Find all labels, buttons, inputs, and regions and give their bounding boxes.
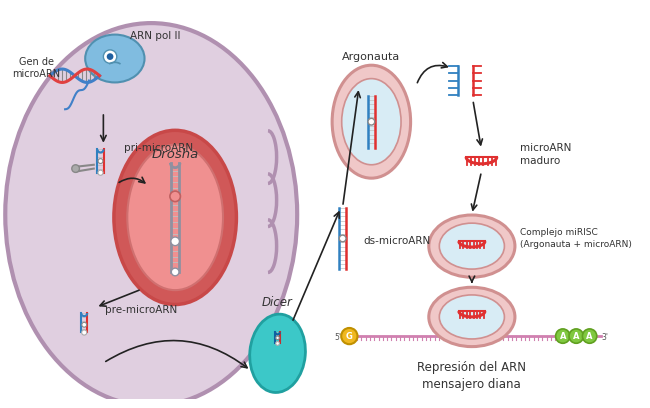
Ellipse shape xyxy=(439,295,504,339)
Ellipse shape xyxy=(114,130,237,304)
Circle shape xyxy=(582,329,597,343)
Text: microARN
maduro: microARN maduro xyxy=(520,143,571,166)
Text: Dicer: Dicer xyxy=(262,296,293,309)
Text: 3': 3' xyxy=(601,333,608,341)
Circle shape xyxy=(172,268,179,276)
Ellipse shape xyxy=(429,287,515,347)
Circle shape xyxy=(107,53,113,60)
Text: Complejo miRISC
(Argonauta + microARN): Complejo miRISC (Argonauta + microARN) xyxy=(520,228,632,249)
Circle shape xyxy=(171,237,179,246)
Circle shape xyxy=(341,328,358,344)
Text: Drosha: Drosha xyxy=(151,148,199,161)
Circle shape xyxy=(98,159,103,164)
Circle shape xyxy=(339,235,346,242)
Text: ARN pol II: ARN pol II xyxy=(130,31,180,40)
Circle shape xyxy=(556,329,570,343)
Circle shape xyxy=(72,165,79,173)
Text: pri-microARN: pri-microARN xyxy=(124,142,194,153)
Text: pre-microARN: pre-microARN xyxy=(105,305,177,315)
Text: Argonauta: Argonauta xyxy=(343,51,400,62)
Circle shape xyxy=(569,329,584,343)
Ellipse shape xyxy=(5,23,297,406)
Circle shape xyxy=(276,341,279,345)
Text: ds-microARN: ds-microARN xyxy=(364,236,431,246)
Text: 5': 5' xyxy=(334,333,341,341)
Circle shape xyxy=(82,322,86,327)
Circle shape xyxy=(82,330,87,335)
Ellipse shape xyxy=(429,215,515,277)
Text: A: A xyxy=(573,332,579,341)
Circle shape xyxy=(103,50,117,63)
Ellipse shape xyxy=(85,35,144,82)
Ellipse shape xyxy=(250,314,306,392)
Text: A: A xyxy=(560,332,566,341)
Text: Represión del ARN
mensajero diana: Represión del ARN mensajero diana xyxy=(417,361,526,391)
Ellipse shape xyxy=(127,145,223,290)
Text: A: A xyxy=(586,332,593,341)
Text: Gen de
microARN: Gen de microARN xyxy=(12,57,60,79)
Circle shape xyxy=(98,170,103,175)
Ellipse shape xyxy=(342,79,401,165)
Ellipse shape xyxy=(332,65,411,178)
Circle shape xyxy=(368,118,374,125)
Circle shape xyxy=(170,191,181,202)
Circle shape xyxy=(276,336,279,339)
Ellipse shape xyxy=(439,223,504,269)
Text: G: G xyxy=(346,332,353,341)
